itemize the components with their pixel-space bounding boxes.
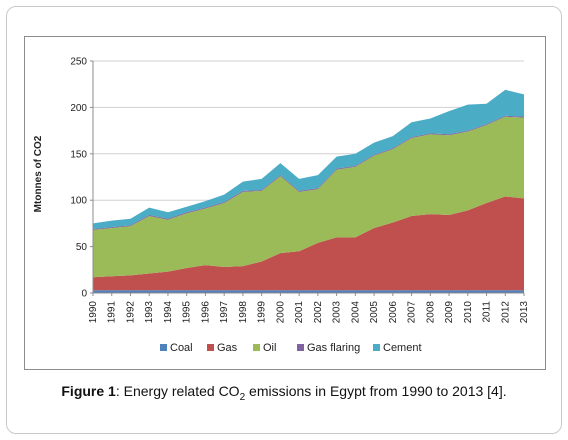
axes [90,60,525,296]
figure-caption: Figure 1: Energy related CO2 emissions i… [0,383,568,403]
x-tick-label: 2007 [407,301,418,324]
caption-subscript: 2 [239,391,246,403]
x-tick-label: 1991 [107,301,118,324]
x-tick-label: 1997 [219,301,230,324]
x-tick-label: 1998 [238,301,249,324]
legend-swatch [253,344,260,351]
legend-swatch [207,344,214,351]
x-tick-label: 2001 [294,301,305,324]
x-tick-label: 1992 [125,301,136,324]
x-tick-label: 2005 [369,301,380,324]
legend-swatch [373,344,380,351]
x-tick-label: 2002 [313,301,324,324]
legend-label: Gas [217,342,238,354]
legend-swatch [160,344,167,351]
y-tick-label: 200 [70,103,87,114]
stacked-areas [93,89,524,293]
y-tick-label: 250 [70,57,87,68]
area-gas [93,196,524,291]
x-tick-label: 2008 [425,301,436,324]
y-tick-label: 0 [81,289,87,300]
y-axis-label: Mtonnes of CO2 [33,135,44,212]
x-tick-labels: 1990 1991 1992 1993 1994 1995 1996 1997 1998 1999… [88,301,530,324]
x-tick-label: 2012 [500,301,511,324]
figure-label: Figure 1 [61,383,116,399]
caption-text-post: emissions in Egypt from 1990 to 2013 [4]… [245,383,507,399]
x-tick-label: 2006 [388,301,399,324]
caption-text-pre: : Energy related CO [115,383,240,399]
x-tick-label: 1996 [200,301,211,324]
x-tick-label: 1994 [163,301,174,324]
y-tick-label: 150 [70,149,87,160]
x-tick-label: 2000 [275,301,286,324]
area-coal [93,290,524,293]
x-tick-label: 1990 [88,301,99,324]
x-tick-label: 2010 [463,301,474,324]
legend-label: Oil [263,342,276,354]
legend-label: Cement [383,342,422,354]
y-tick-label: 100 [70,196,87,207]
x-tick-label: 2004 [350,301,361,324]
x-tick-label: 2003 [332,301,343,324]
area-oil [93,116,524,278]
legend: Coal Gas Oil Gas flaring Cement [160,342,422,354]
y-tick-labels: 0 50 100 150 200 250 [70,57,87,300]
area-cement [93,89,524,229]
x-tick-label: 2009 [444,301,455,324]
legend-label: Gas flaring [307,342,360,354]
x-tick-label: 2011 [482,301,493,323]
legend-swatch [297,344,304,351]
x-tick-label: 1999 [257,301,268,324]
x-tick-label: 2013 [519,301,530,324]
legend-label: Coal [170,342,193,354]
x-tick-label: 1995 [182,301,193,324]
x-tick-label: 1993 [144,301,155,324]
y-tick-label: 50 [76,242,88,253]
